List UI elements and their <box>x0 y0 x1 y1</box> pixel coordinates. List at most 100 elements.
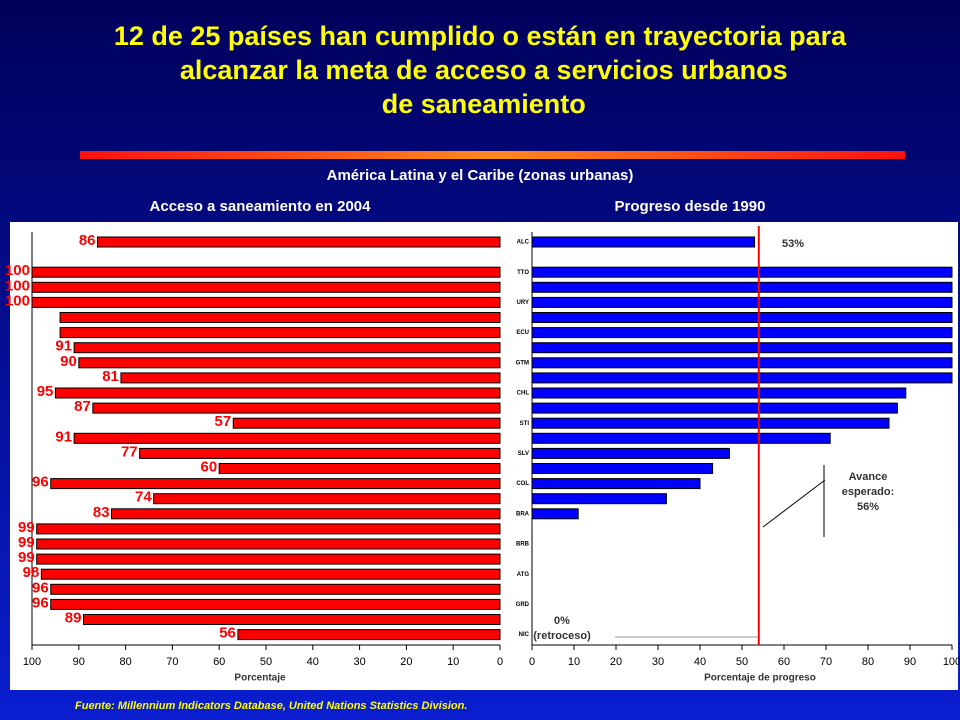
annotation: (retroceso) <box>533 630 591 642</box>
bar <box>531 508 579 520</box>
bar <box>237 629 501 641</box>
x-tick-label: 20 <box>610 656 622 668</box>
y-tick-label: ALC <box>517 240 530 246</box>
bar <box>531 463 714 474</box>
title-rule <box>80 151 905 159</box>
slide-title: 12 de 25 países han cumplido o están en … <box>114 21 847 119</box>
data-label: 100 <box>5 277 30 294</box>
y-tick-label: STI <box>520 421 530 427</box>
bar <box>36 553 501 565</box>
bar <box>73 342 501 354</box>
x-tick-label: 20 <box>400 656 412 668</box>
data-label: 100 <box>5 292 30 309</box>
bar <box>36 538 501 550</box>
y-tick-label: BRA <box>516 511 530 517</box>
bar <box>531 327 953 339</box>
bar <box>531 266 953 278</box>
bar <box>120 372 501 384</box>
bar <box>531 447 730 459</box>
data-label: 96 <box>32 579 49 596</box>
data-label: 83 <box>93 504 110 521</box>
y-tick-label: GRD <box>516 602 530 608</box>
bar <box>531 417 890 429</box>
x-tick-label: 70 <box>820 656 832 668</box>
bar <box>232 417 501 429</box>
data-label: 90 <box>60 353 77 370</box>
x-tick-label: 60 <box>213 656 225 668</box>
bar <box>31 296 501 308</box>
x-tick-label: 30 <box>353 656 365 668</box>
data-label: 56 <box>219 625 236 642</box>
bar <box>531 357 953 369</box>
data-label: 86 <box>79 232 96 249</box>
bar <box>153 493 501 505</box>
y-tick-label: COL <box>516 481 529 487</box>
x-tick-label: 80 <box>119 656 131 668</box>
data-label: 91 <box>55 428 72 445</box>
x-tick-label: 70 <box>166 656 178 668</box>
x-tick-label: 90 <box>904 656 916 668</box>
x-tick-label: 60 <box>778 656 790 668</box>
bar <box>139 447 501 459</box>
annotation: Avance <box>849 471 888 483</box>
data-label: 91 <box>55 338 72 355</box>
y-tick-label: ATG <box>517 572 530 578</box>
x-tick-label: 10 <box>447 656 459 668</box>
x-tick-label: 50 <box>260 656 272 668</box>
data-label: 74 <box>135 489 152 506</box>
bar <box>73 432 501 444</box>
x-tick-label: 80 <box>862 656 874 668</box>
bar <box>97 236 501 248</box>
x-axis-label: Porcentaje de progreso <box>704 673 816 684</box>
bar <box>92 402 501 414</box>
data-label: 95 <box>37 383 54 400</box>
x-tick-label: 40 <box>694 656 706 668</box>
y-tick-label: GTM <box>516 360 529 366</box>
annotation: 56% <box>857 501 879 513</box>
x-tick-label: 40 <box>307 656 319 668</box>
bar <box>50 478 501 490</box>
bar <box>531 342 953 354</box>
bar <box>531 372 953 384</box>
bar <box>111 508 501 520</box>
x-tick-label: 100 <box>23 656 41 668</box>
y-tick-label: NIC <box>519 632 530 638</box>
data-label: 99 <box>18 549 35 566</box>
subtitle: América Latina y el Caribe (zonas urbana… <box>327 167 634 184</box>
data-label: 60 <box>201 458 218 475</box>
data-label: 99 <box>18 519 35 536</box>
bar <box>531 281 953 293</box>
x-axis-label: Porcentaje <box>234 673 286 684</box>
data-label: 96 <box>32 594 49 611</box>
bar <box>31 266 501 278</box>
annotation: 53% <box>782 238 804 250</box>
chart-title: Acceso a saneamiento en 2004 <box>150 198 372 215</box>
bar <box>531 312 953 323</box>
bar <box>54 387 501 399</box>
bar <box>531 402 898 414</box>
x-tick-label: 30 <box>652 656 664 668</box>
bar <box>50 598 501 610</box>
data-label: 100 <box>5 262 30 279</box>
bar <box>82 614 501 625</box>
data-label: 57 <box>215 413 232 430</box>
bar <box>531 296 953 308</box>
y-tick-label: BRB <box>516 542 530 548</box>
bar <box>531 236 756 248</box>
data-label: 77 <box>121 443 138 460</box>
x-tick-label: 0 <box>497 656 503 668</box>
annotation: esperado: <box>842 486 895 498</box>
bar <box>531 387 907 399</box>
annotation-line <box>762 479 826 528</box>
y-tick-label: TTO <box>517 270 529 276</box>
x-tick-label: 100 <box>943 656 960 668</box>
bar <box>36 523 501 535</box>
y-tick-label: URY <box>517 300 529 306</box>
chart-title: Progreso desde 1990 <box>615 198 766 215</box>
bar <box>531 478 701 490</box>
data-label: 99 <box>18 534 35 551</box>
bar <box>218 463 501 474</box>
y-tick-label: CHL <box>517 391 530 397</box>
